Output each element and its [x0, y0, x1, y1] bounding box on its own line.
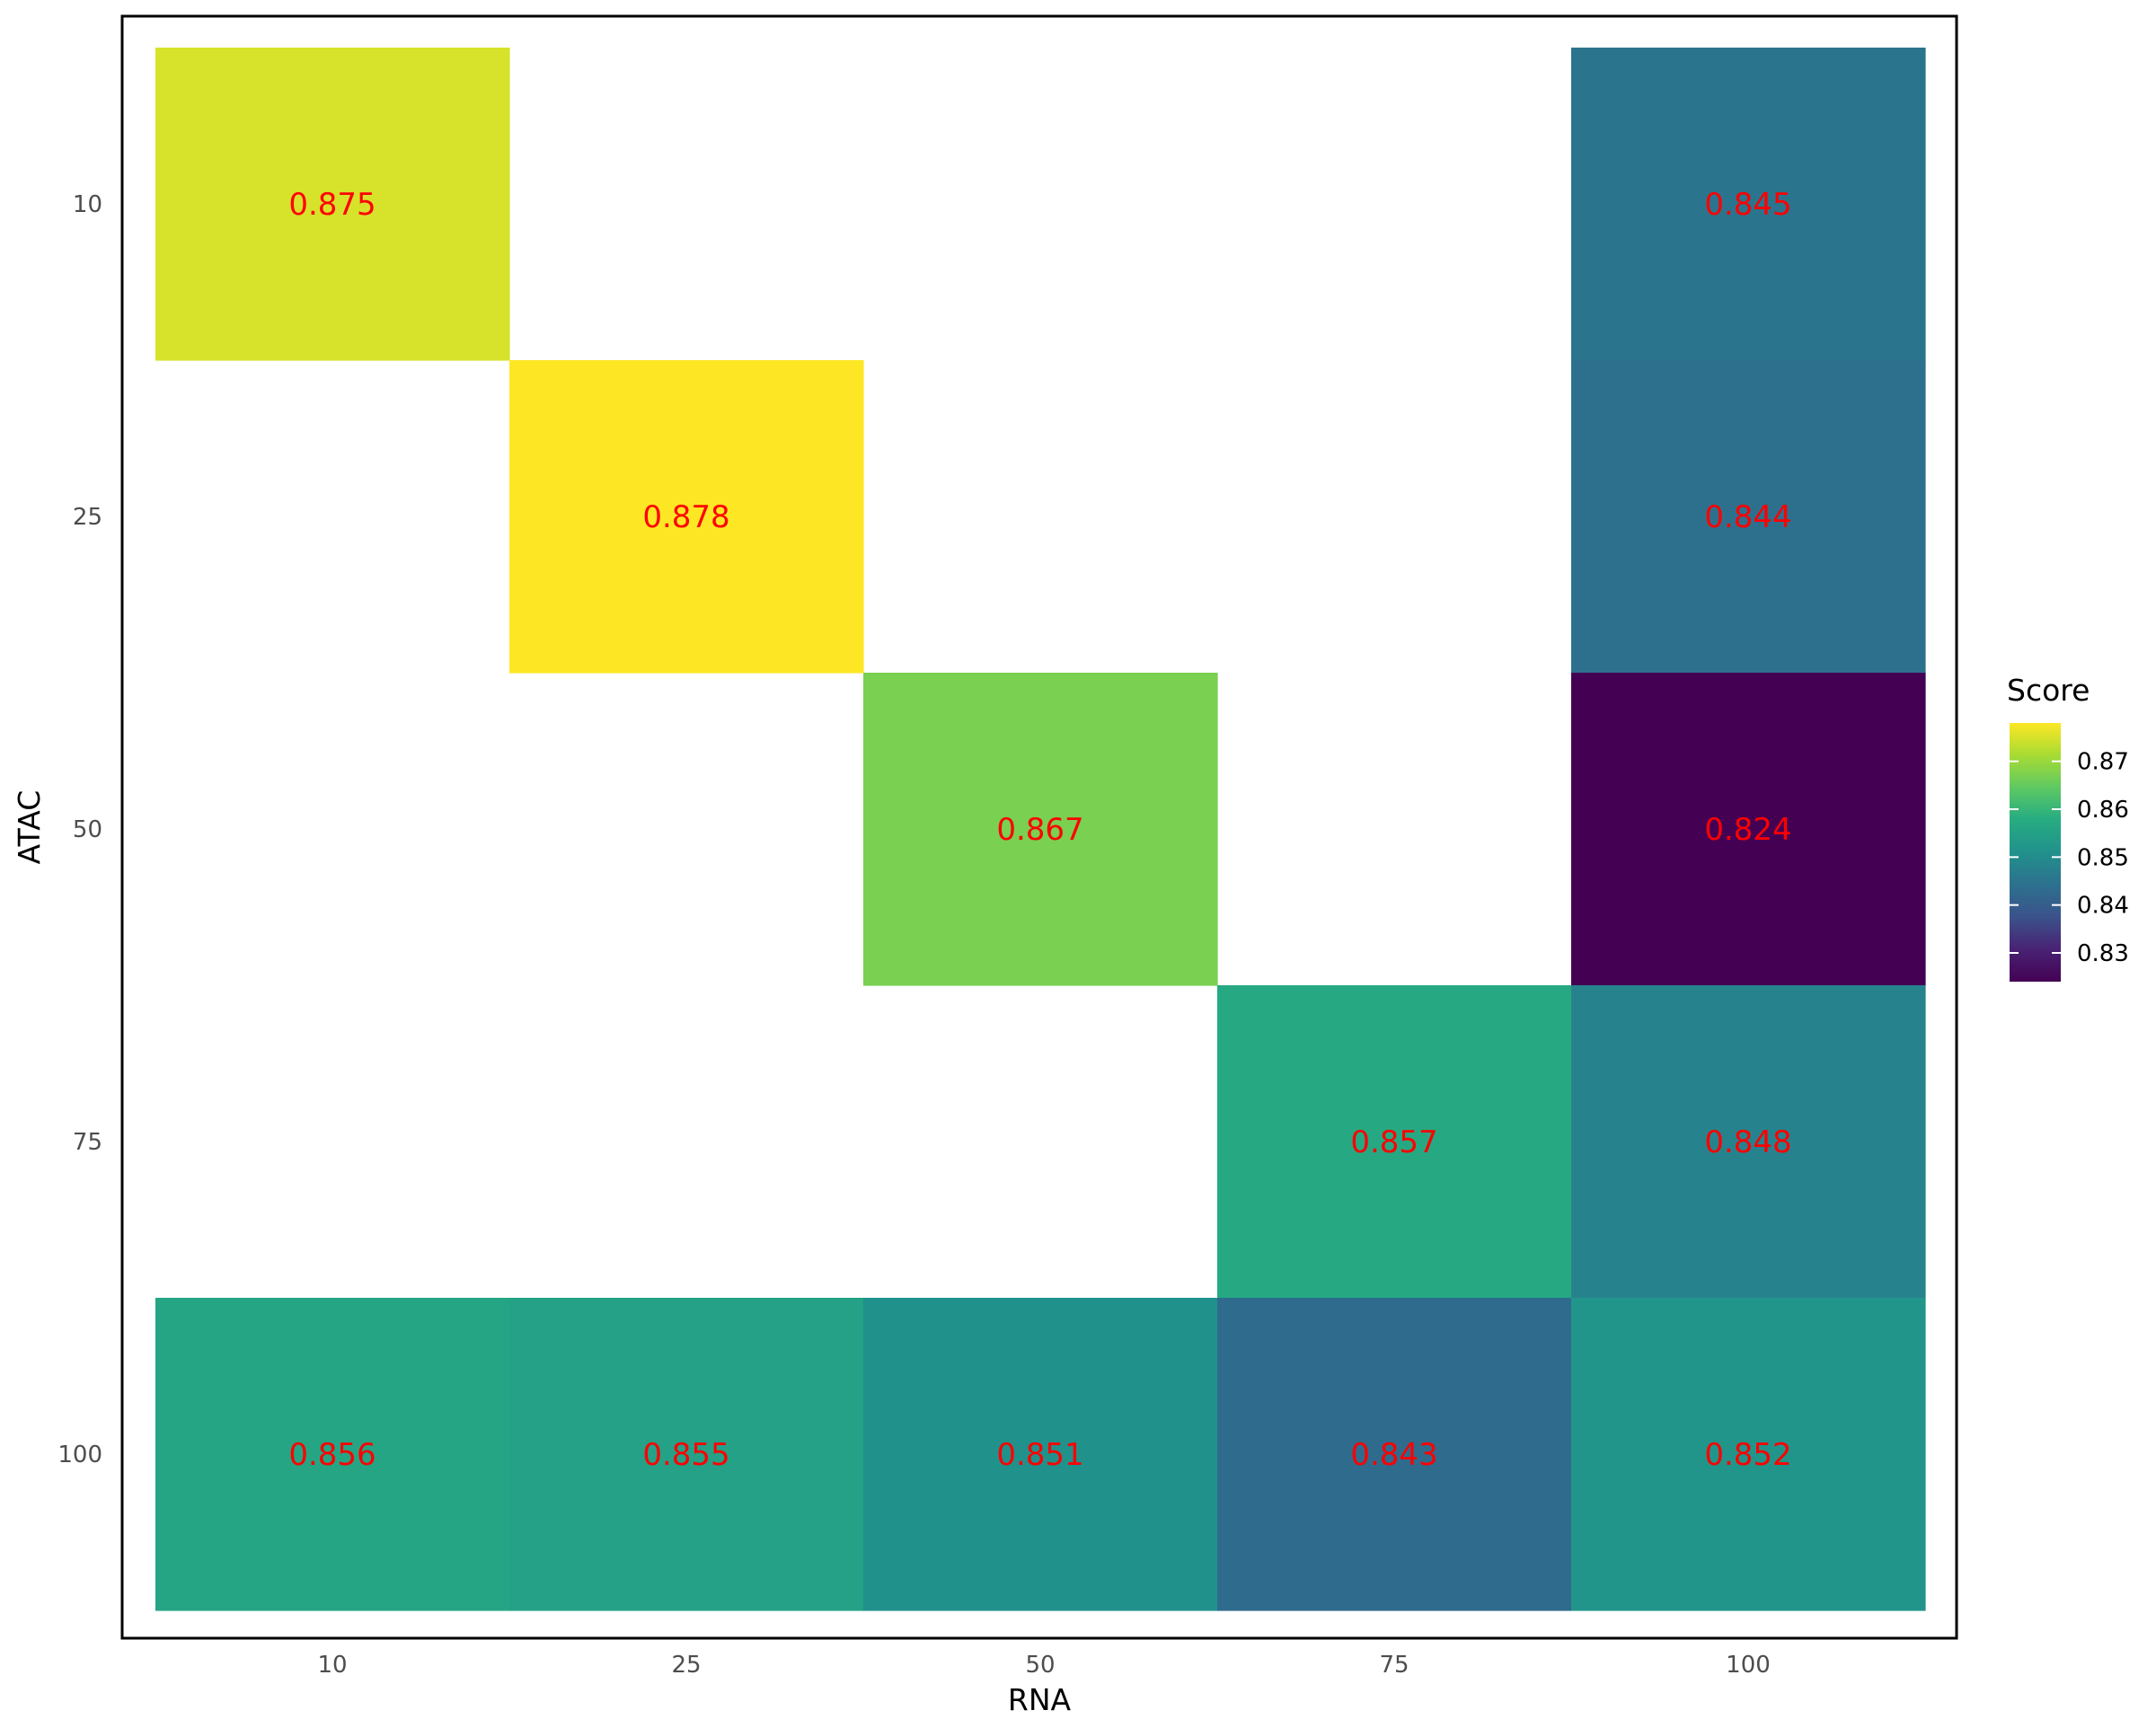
y-tick-label: 75 [73, 1129, 102, 1156]
cell-value-label: 0.845 [1704, 187, 1791, 223]
colorbar-ticks: 0.83 0.84 0.85 0.86 0.87 [2010, 749, 2129, 967]
y-tick-label: 50 [73, 816, 102, 843]
cell-value-label: 0.856 [288, 1437, 376, 1473]
x-tick-label: 10 [317, 1652, 347, 1679]
cell-value-label: 0.855 [642, 1437, 729, 1473]
panel-border [120, 14, 1958, 1640]
heatmap-cells [155, 48, 1926, 1611]
cell-value-label: 0.857 [1350, 1124, 1437, 1160]
x-tick-label: 25 [671, 1652, 701, 1679]
heatmap-cell [1571, 673, 1926, 986]
colorbar-tick-label: 0.85 [2077, 844, 2129, 871]
heatmap-cell [863, 1298, 1218, 1611]
colorbar-tick-label: 0.84 [2077, 893, 2129, 920]
y-tick-label: 10 [73, 191, 102, 218]
x-tick-label: 100 [1726, 1652, 1771, 1679]
x-tick-label: 50 [1025, 1652, 1055, 1679]
cell-value-label: 0.851 [996, 1437, 1083, 1473]
cell-value-label: 0.875 [288, 187, 376, 223]
heatmap-cell [509, 1298, 864, 1611]
cell-value-label: 0.867 [996, 812, 1083, 848]
cell-value-label: 0.878 [642, 499, 729, 535]
colorbar-tick-label: 0.86 [2077, 797, 2129, 824]
colorbar-tick-label: 0.83 [2077, 940, 2129, 967]
x-axis-tick-labels: 10 25 50 75 100 [317, 1652, 1770, 1679]
heatmap-cell [509, 360, 864, 674]
heatmap-cell [1571, 360, 1926, 674]
colorbar-tick-label: 0.87 [2077, 749, 2129, 776]
heatmap-cell [1571, 48, 1926, 361]
cell-value-label: 0.843 [1350, 1437, 1437, 1473]
heatmap-cell [155, 1298, 510, 1611]
heatmap-cell [1217, 985, 1572, 1299]
cell-value-label: 0.848 [1704, 1124, 1791, 1160]
heatmap-cell [1571, 1298, 1926, 1611]
y-axis-title: ATAC [12, 790, 47, 865]
legend-title: Score [2007, 673, 2090, 708]
colorbar [2010, 723, 2061, 982]
cell-value-labels: 0.875 0.845 0.878 0.844 0.867 0.824 0.857 0.848… [288, 187, 1791, 1473]
heatmap-cell [863, 673, 1218, 986]
cell-value-label: 0.852 [1704, 1437, 1791, 1473]
x-tick-label: 75 [1379, 1652, 1409, 1679]
y-tick-label: 100 [57, 1441, 102, 1468]
cell-value-label: 0.824 [1704, 812, 1791, 848]
heatmap-cell [1217, 1298, 1572, 1611]
y-axis-tick-labels: 10 25 50 75 100 [57, 191, 102, 1468]
colorbar-legend: Score 0.83 0.84 0.85 0.86 0.87 [2007, 673, 2129, 982]
y-tick-label: 25 [73, 504, 102, 531]
x-axis-title: RNA [1008, 1682, 1072, 1717]
heatmap-cell [1571, 985, 1926, 1299]
heatmap-cell [155, 48, 510, 361]
cell-value-label: 0.844 [1704, 499, 1791, 535]
